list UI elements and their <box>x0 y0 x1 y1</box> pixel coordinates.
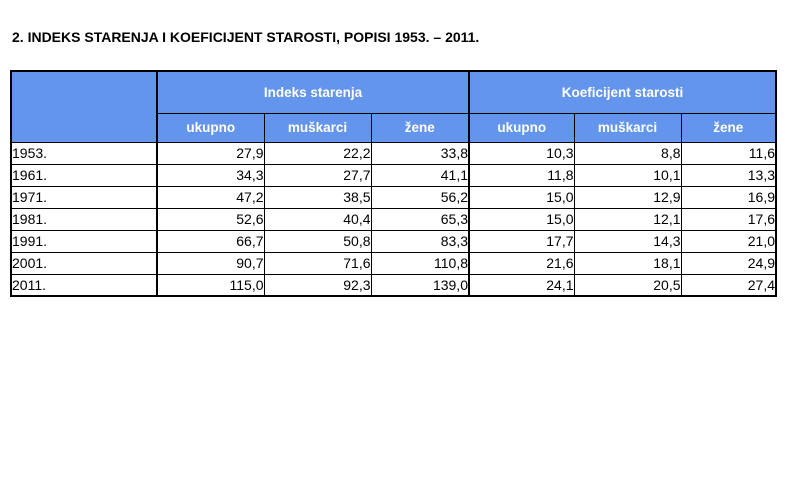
value-cell: 24,9 <box>680 251 777 275</box>
value-cell: 92,3 <box>263 273 372 297</box>
value-cell: 18,1 <box>573 251 682 275</box>
value-cell: 21,6 <box>468 251 575 275</box>
column-header-muskarci-2: muškarci <box>573 112 682 143</box>
value-cell: 11,8 <box>468 163 575 187</box>
value-cell: 52,6 <box>156 207 265 231</box>
value-cell: 83,3 <box>370 229 470 253</box>
year-cell: 1991. <box>10 229 158 253</box>
value-cell: 27,7 <box>263 163 372 187</box>
year-cell: 2011. <box>10 273 158 297</box>
value-cell: 50,8 <box>263 229 372 253</box>
value-cell: 27,4 <box>680 273 777 297</box>
year-cell: 1953. <box>10 141 158 165</box>
value-cell: 56,2 <box>370 185 470 209</box>
value-cell: 40,4 <box>263 207 372 231</box>
value-cell: 47,2 <box>156 185 265 209</box>
value-cell: 38,5 <box>263 185 372 209</box>
value-cell: 8,8 <box>573 141 682 165</box>
value-cell: 139,0 <box>370 273 470 297</box>
value-cell: 90,7 <box>156 251 265 275</box>
value-cell: 14,3 <box>573 229 682 253</box>
year-cell: 1981. <box>10 207 158 231</box>
statistics-table: Indeks starenja Koeficijent starosti uku… <box>10 70 777 297</box>
value-cell: 10,3 <box>468 141 575 165</box>
corner-cell <box>10 70 158 143</box>
value-cell: 22,2 <box>263 141 372 165</box>
value-cell: 11,6 <box>680 141 777 165</box>
value-cell: 15,0 <box>468 207 575 231</box>
year-cell: 1961. <box>10 163 158 187</box>
table-row: 1981. 52,6 40,4 65,3 15,0 12,1 17,6 <box>10 207 777 231</box>
value-cell: 34,3 <box>156 163 265 187</box>
value-cell: 20,5 <box>573 273 682 297</box>
value-cell: 21,0 <box>680 229 777 253</box>
group-header-indeks-starenja: Indeks starenja <box>156 70 470 114</box>
value-cell: 17,7 <box>468 229 575 253</box>
column-header-muskarci-1: muškarci <box>263 112 372 143</box>
year-cell: 2001. <box>10 251 158 275</box>
value-cell: 12,1 <box>573 207 682 231</box>
value-cell: 12,9 <box>573 185 682 209</box>
value-cell: 33,8 <box>370 141 470 165</box>
value-cell: 13,3 <box>680 163 777 187</box>
column-header-ukupno-2: ukupno <box>468 112 575 143</box>
table-row: 2001. 90,7 71,6 110,8 21,6 18,1 24,9 <box>10 251 777 275</box>
value-cell: 10,1 <box>573 163 682 187</box>
table-row: 1991. 66,7 50,8 83,3 17,7 14,3 21,0 <box>10 229 777 253</box>
value-cell: 16,9 <box>680 185 777 209</box>
table-row: 1953. 27,9 22,2 33,8 10,3 8,8 11,6 <box>10 141 777 165</box>
page-title: 2. INDEKS STARENJA I KOEFICIJENT STAROST… <box>12 29 480 45</box>
header-group-row: Indeks starenja Koeficijent starosti <box>10 70 777 143</box>
column-header-ukupno-1: ukupno <box>156 112 265 143</box>
group-header-koeficijent-starosti: Koeficijent starosti <box>468 70 777 114</box>
table-row: 1971. 47,2 38,5 56,2 15,0 12,9 16,9 <box>10 185 777 209</box>
column-header-zene-2: žene <box>680 112 777 143</box>
value-cell: 17,6 <box>680 207 777 231</box>
value-cell: 71,6 <box>263 251 372 275</box>
table-row: 2011. 115,0 92,3 139,0 24,1 20,5 27,4 <box>10 273 777 297</box>
value-cell: 24,1 <box>468 273 575 297</box>
value-cell: 65,3 <box>370 207 470 231</box>
year-cell: 1971. <box>10 185 158 209</box>
value-cell: 66,7 <box>156 229 265 253</box>
value-cell: 27,9 <box>156 141 265 165</box>
value-cell: 115,0 <box>156 273 265 297</box>
column-header-zene-1: žene <box>370 112 470 143</box>
table-row: 1961. 34,3 27,7 41,1 11,8 10,1 13,3 <box>10 163 777 187</box>
value-cell: 110,8 <box>370 251 470 275</box>
value-cell: 41,1 <box>370 163 470 187</box>
header-subrow: ukupno muškarci žene ukupno muškarci žen… <box>11 112 777 143</box>
value-cell: 15,0 <box>468 185 575 209</box>
